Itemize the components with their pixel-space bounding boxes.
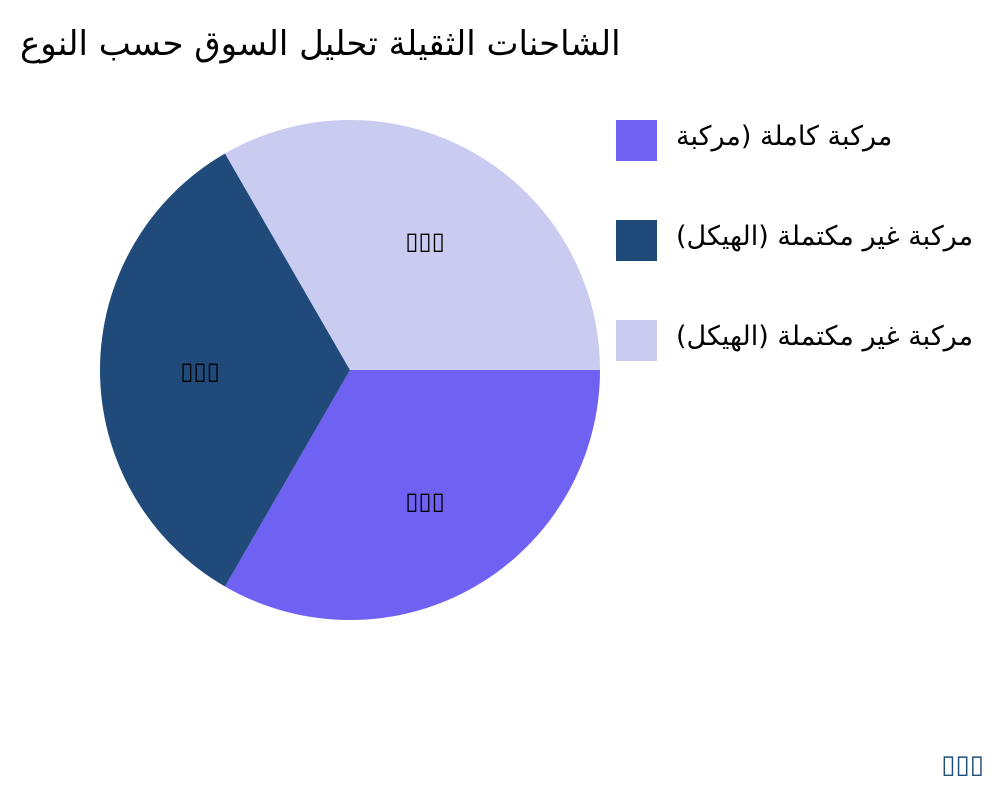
watermark: ▯▯▯: [941, 750, 984, 780]
chart-title: الشاحنات الثقيلة تحليل السوق حسب النوع: [20, 24, 621, 64]
pie-slice: [225, 370, 600, 620]
legend-swatch: [616, 320, 657, 361]
legend-swatch: [616, 220, 657, 261]
legend-label: مركبة غير مكتملة (الهيكل): [676, 321, 974, 352]
slice-data-label: ▯▯▯: [180, 357, 220, 385]
slice-data-label: ▯▯▯: [405, 227, 445, 255]
slice-data-label: ▯▯▯: [405, 487, 445, 515]
legend-label: مركبة كاملة (مركبة: [676, 121, 893, 152]
legend-label: مركبة غير مكتملة (الهيكل): [676, 221, 974, 252]
legend-swatch: [616, 120, 657, 161]
pie-slice: [225, 119, 600, 370]
